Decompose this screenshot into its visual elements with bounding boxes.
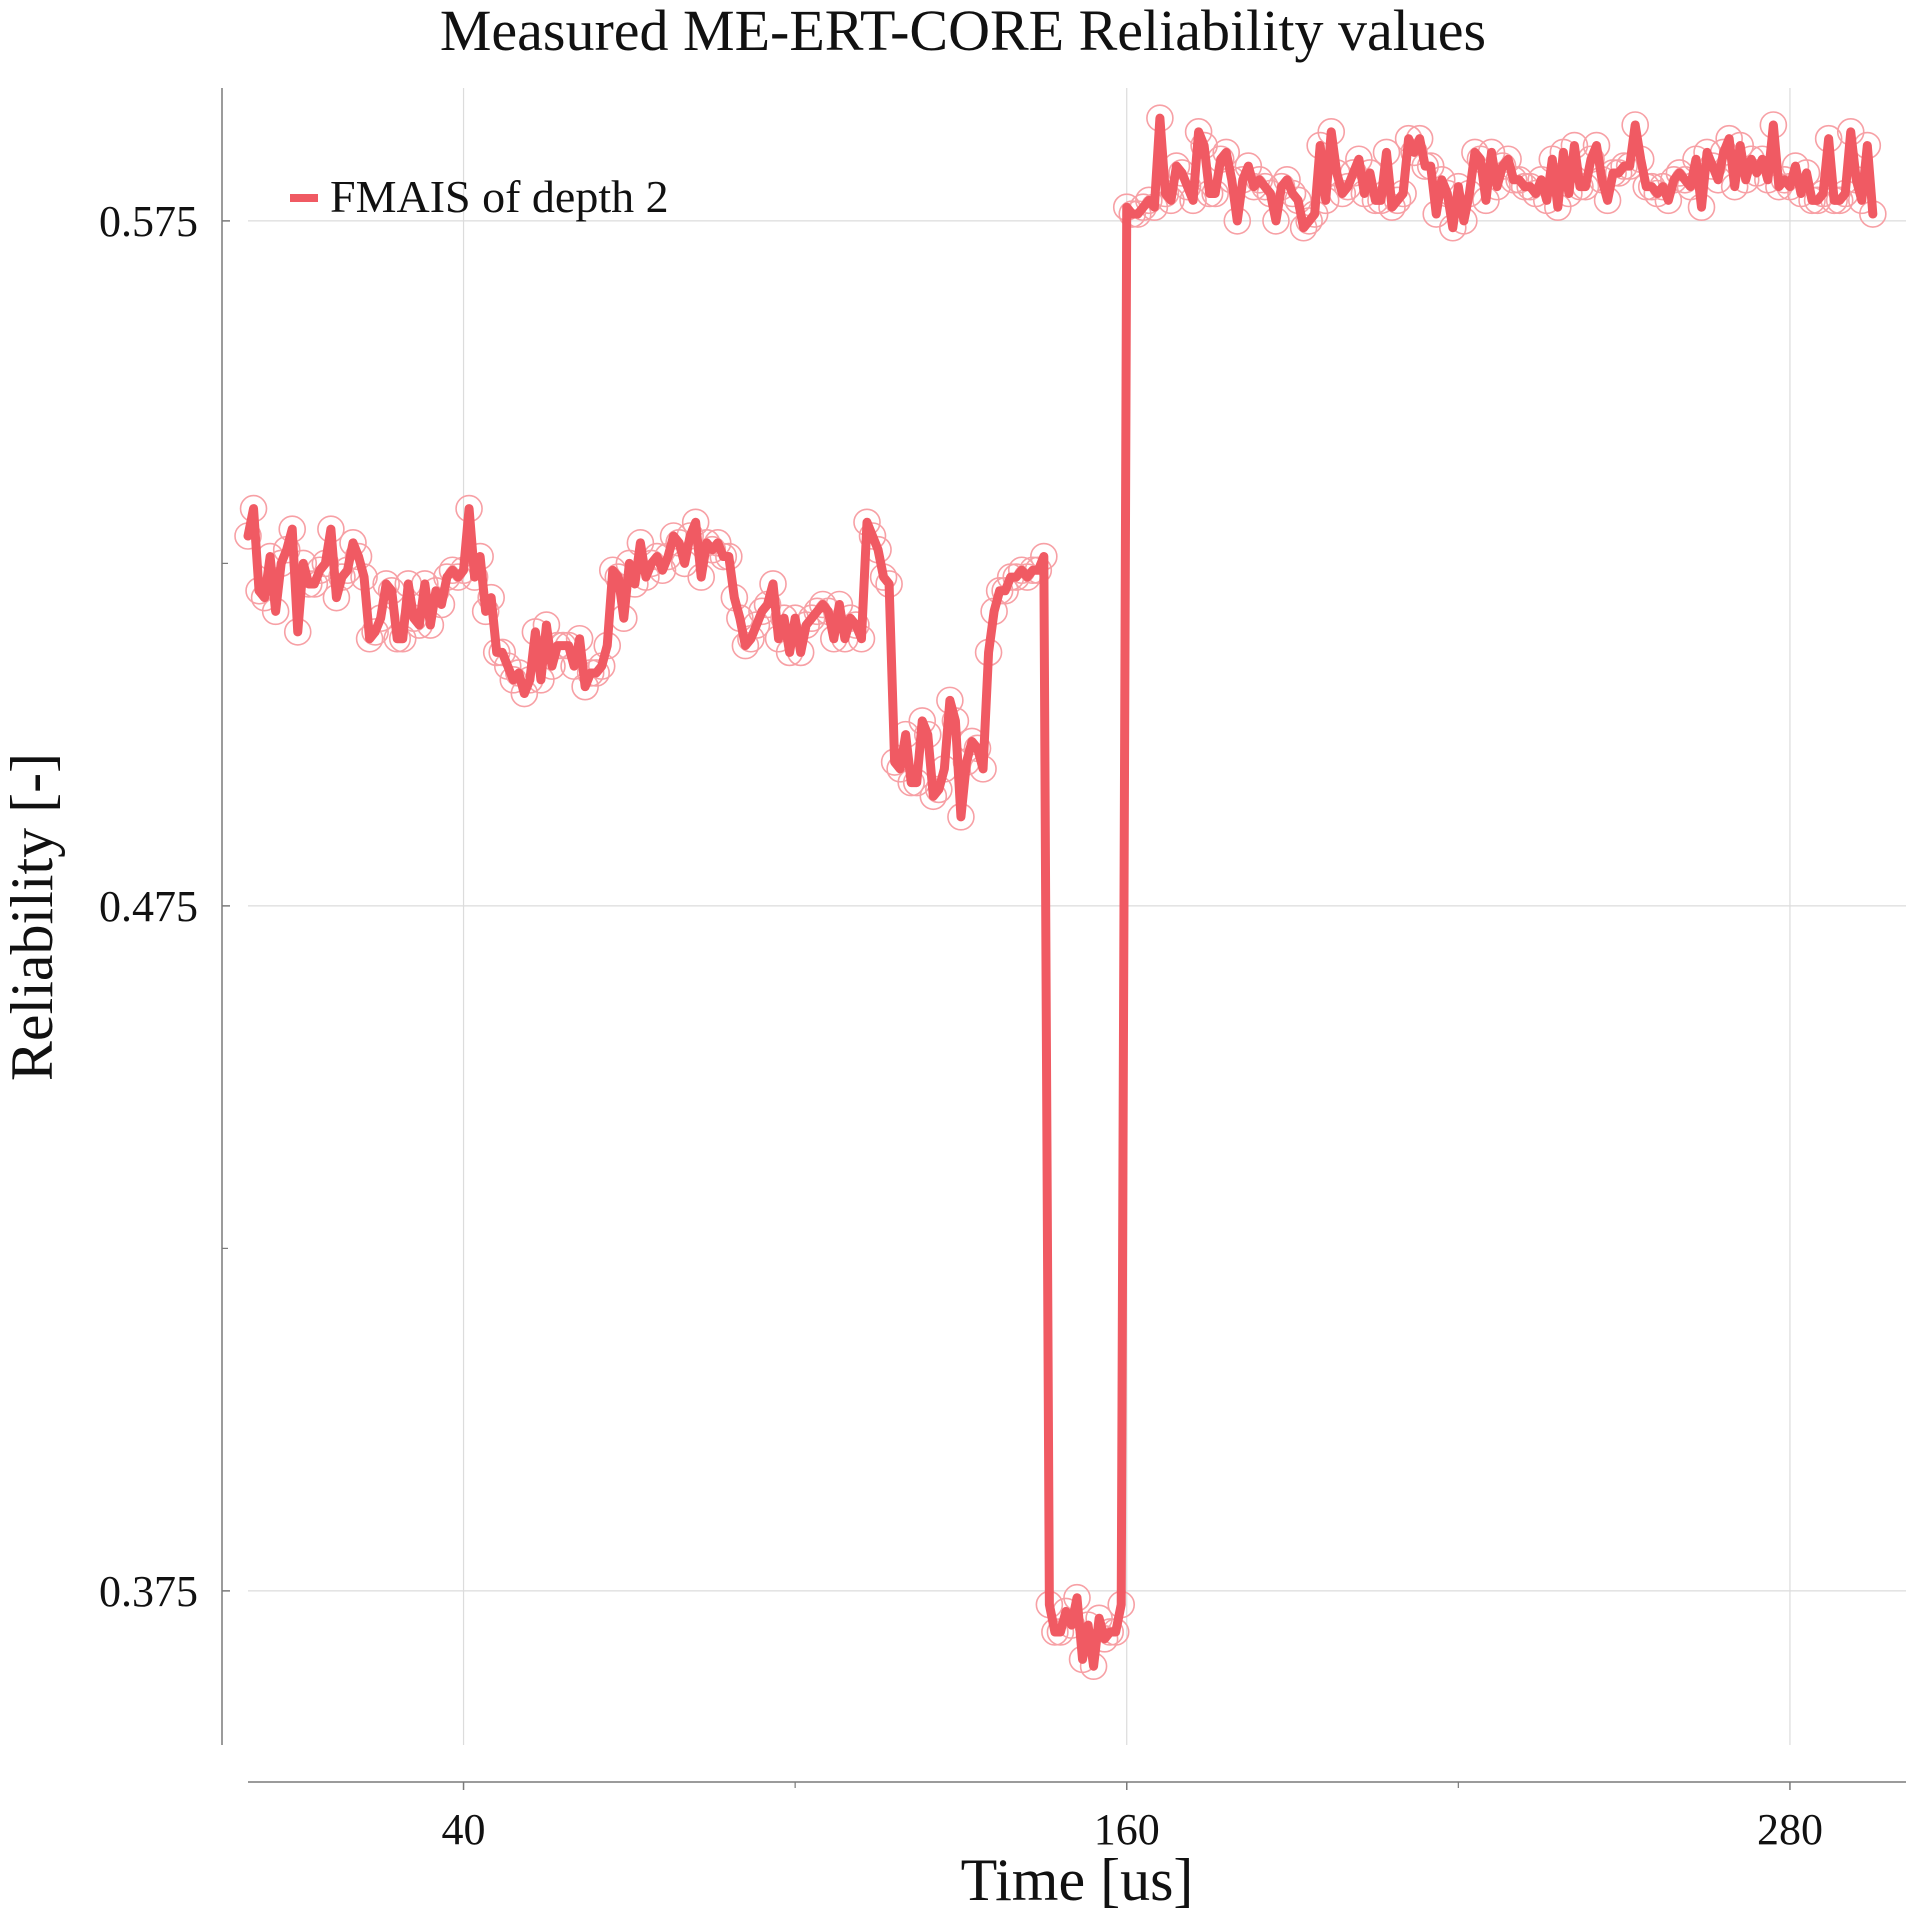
y-tick-label: 0.575: [99, 197, 198, 246]
data-point: [1295, 207, 1323, 235]
legend-label: FMAIS of depth 2: [330, 171, 669, 222]
data-point: [1610, 152, 1638, 180]
ticks: 40 160 280 0.375 0.475 0.575: [99, 197, 1823, 1854]
series-line: [243, 113, 1878, 1671]
legend: FMAIS of depth 2: [290, 171, 669, 222]
data-point: [991, 576, 1019, 605]
data-point: [858, 522, 887, 550]
data-point: [488, 638, 517, 667]
y-tick-label: 0.375: [99, 1567, 198, 1616]
grid: [248, 88, 1906, 1745]
axes: [221, 88, 1906, 1783]
data-point: [1825, 186, 1854, 215]
data-point: [1400, 138, 1428, 167]
data-point: [1135, 186, 1163, 215]
data-point: [361, 618, 389, 646]
chart-title: Measured ME-ERT-CORE Reliability values: [440, 0, 1486, 63]
data-point: [737, 624, 765, 653]
x-tick-label: 40: [442, 1805, 486, 1854]
data-point: [709, 542, 738, 571]
y-tick-label: 0.475: [99, 882, 198, 931]
x-axis-title: Time [us]: [961, 1847, 1194, 1913]
y-axis-title: Reliability [-]: [0, 753, 65, 1081]
x-tick-label: 280: [1757, 1805, 1823, 1854]
x-tick-label: 160: [1094, 1805, 1160, 1854]
series-layer: [234, 104, 1887, 1681]
